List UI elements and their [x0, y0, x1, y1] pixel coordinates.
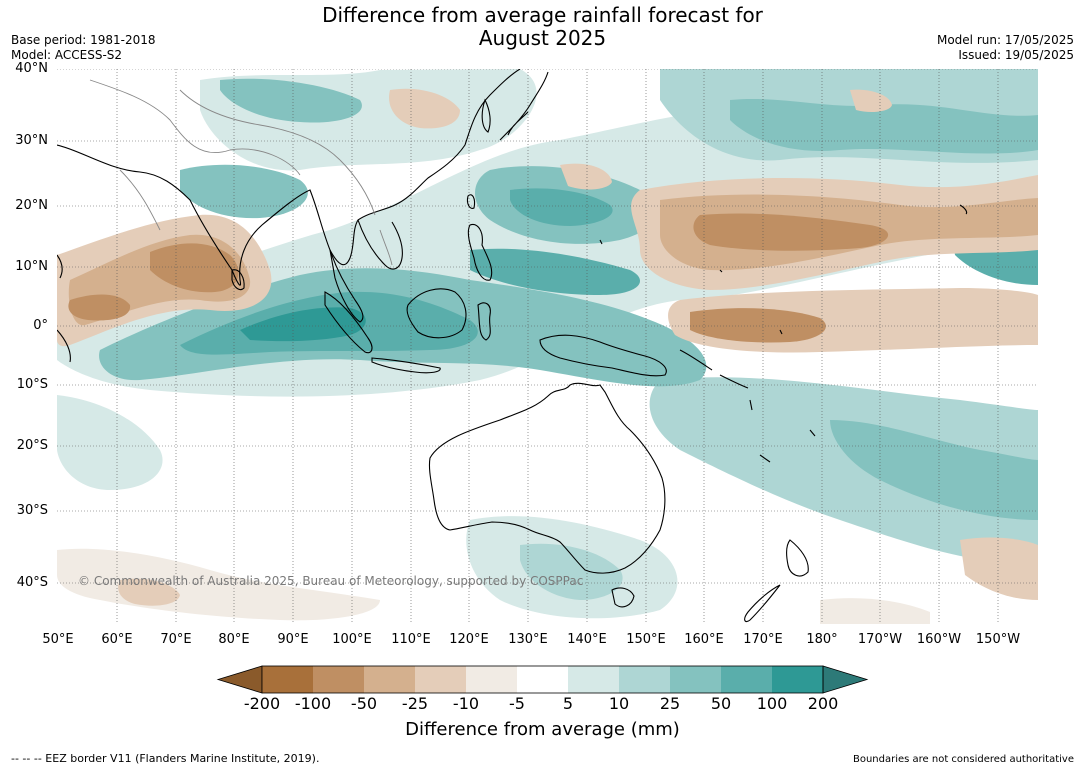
lat-tick-30n: 30°N — [15, 133, 48, 148]
colorbar-swatch — [262, 666, 313, 693]
colorbar-label: 25 — [659, 694, 681, 713]
lon-tick-160w: 160°W — [916, 632, 962, 647]
lon-tick-150e: 150°E — [626, 632, 666, 647]
arabia-coastline — [57, 254, 71, 363]
lon-tick-160e: 160°E — [684, 632, 724, 647]
indochina-coastline — [357, 219, 403, 270]
colorbar-extend-high — [822, 665, 869, 694]
lon-tick-140e: 140°E — [567, 632, 607, 647]
colorbar-swatch — [364, 666, 415, 693]
country-borders — [89, 79, 393, 266]
colorbar-title: Difference from average (mm) — [405, 719, 680, 740]
lon-tick-90e: 90°E — [277, 632, 309, 647]
lon-tick-170e: 170°E — [743, 632, 783, 647]
colorbar-label: 50 — [710, 694, 732, 713]
lon-tick-130e: 130°E — [508, 632, 548, 647]
new-zealand-coastline — [744, 539, 809, 623]
colorbar-swatch — [517, 666, 568, 693]
lon-tick-100e: 100°E — [332, 632, 372, 647]
colorbar-label: 200 — [807, 694, 839, 713]
pacific-islands — [599, 204, 968, 463]
lon-tick-180: 180° — [806, 632, 838, 647]
metadata-right: Model run: 17/05/2025 Issued: 19/05/2025 — [937, 33, 1074, 63]
colorbar-swatch — [313, 666, 364, 693]
lat-tick-40n: 40°N — [15, 61, 48, 76]
colorbar-label: 100 — [756, 694, 788, 713]
borneo-coastline — [406, 288, 467, 339]
java-coastline — [371, 357, 441, 374]
lat-tick-0: 0° — [33, 318, 48, 333]
colorbar — [216, 665, 869, 694]
australia-coastline — [428, 382, 666, 574]
colorbar-swatch — [772, 666, 823, 693]
lat-tick-20n: 20°N — [15, 198, 48, 213]
model-text: Model: ACCESS-S2 — [11, 48, 123, 62]
new-guinea-coastline — [539, 334, 667, 377]
colorbar-label: -25 — [401, 694, 429, 713]
colorbar-outline — [261, 665, 824, 694]
map-title-line1: Difference from average rainfall forecas… — [322, 3, 763, 27]
colorbar-swatch — [466, 666, 517, 693]
colorbar-label: 5 — [562, 694, 574, 713]
lon-tick-80e: 80°E — [218, 632, 250, 647]
graticule — [57, 69, 1038, 624]
colorbar-label: -5 — [509, 694, 525, 713]
lat-tick-10s: 10°S — [16, 377, 48, 392]
philippines-coastline — [467, 223, 493, 281]
model-run-text: Model run: 17/05/2025 — [936, 33, 1074, 47]
metadata-left: Base period: 1981-2018 Model: ACCESS-S2 — [11, 33, 156, 63]
copyright-text: © Commonwealth of Australia 2025, Bureau… — [78, 574, 584, 588]
colorbar-swatch — [721, 666, 772, 693]
map-title: Difference from average rainfall forecas… — [0, 4, 1085, 50]
colorbar-swatch — [619, 666, 670, 693]
lat-tick-30s: 30°S — [16, 503, 48, 518]
colorbar-label: -200 — [243, 694, 281, 713]
lon-tick-150w: 150°W — [975, 632, 1021, 647]
lat-tick-10n: 10°N — [15, 259, 48, 274]
issued-text: Issued: 19/05/2025 — [958, 48, 1074, 62]
colorbar-extend-low — [216, 665, 263, 694]
colorbar-label: -10 — [452, 694, 480, 713]
base-period-text: Base period: 1981-2018 — [11, 33, 156, 47]
colorbar-label: -50 — [350, 694, 378, 713]
lat-tick-40s: 40°S — [16, 575, 48, 590]
colorbar-swatch — [568, 666, 619, 693]
colorbar-swatch — [415, 666, 466, 693]
tasmania-coastline — [611, 587, 635, 608]
lon-tick-120e: 120°E — [449, 632, 489, 647]
boundaries-disclaimer: Boundaries are not considered authoritat… — [852, 754, 1074, 765]
lat-tick-20s: 20°S — [16, 438, 48, 453]
lon-tick-60e: 60°E — [101, 632, 133, 647]
colorbar-label: 10 — [608, 694, 630, 713]
taiwan-coastline — [466, 194, 476, 209]
sri-lanka-coastline — [231, 269, 245, 291]
colorbar-swatch — [670, 666, 721, 693]
lon-tick-170w: 170°W — [857, 632, 903, 647]
japan-coastline — [499, 71, 549, 141]
korea-coastline — [481, 98, 491, 133]
lon-tick-70e: 70°E — [160, 632, 192, 647]
eez-border-note: -- -- -- EEZ border V11 (Flanders Marine… — [11, 752, 320, 765]
lon-tick-110e: 110°E — [391, 632, 431, 647]
asia-coastline — [57, 69, 521, 286]
map-title-line2: August 2025 — [478, 26, 607, 50]
lon-tick-50e: 50°E — [42, 632, 74, 647]
colorbar-label: -100 — [294, 694, 332, 713]
malay-peninsula-coastline — [329, 249, 364, 323]
coastlines — [57, 69, 968, 623]
sumatra-coastline — [324, 291, 373, 354]
anomaly-field — [57, 69, 1038, 624]
sulawesi-coastline — [477, 302, 491, 341]
